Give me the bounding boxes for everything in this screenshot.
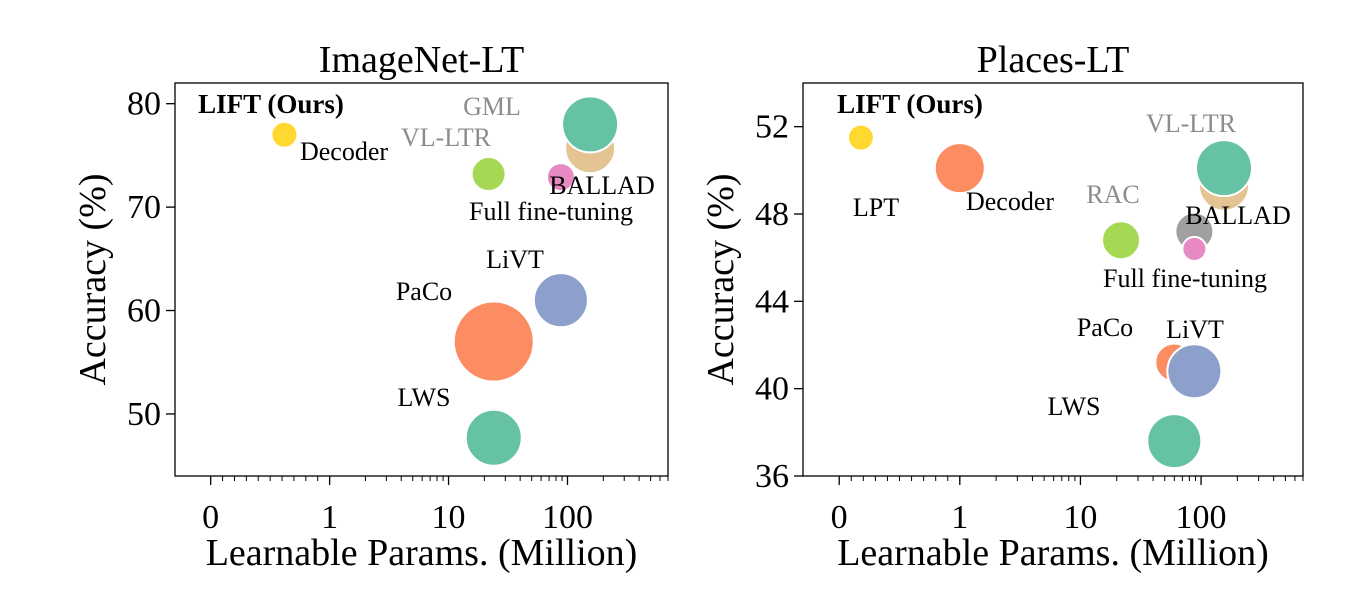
- data-point: [846, 123, 875, 152]
- data-label: Decoder: [300, 137, 388, 166]
- data-label: RAC: [1086, 180, 1139, 209]
- chart-title: ImageNet-LT: [319, 39, 524, 81]
- data-point: [1101, 220, 1142, 261]
- y-axis-label: Accuracy (%): [700, 173, 742, 385]
- y-tick-label: 50: [127, 396, 161, 433]
- data-point: [470, 156, 507, 193]
- y-tick-label: 48: [755, 196, 789, 233]
- chart-title: Places-LT: [977, 39, 1130, 81]
- data-label: LIFT (Ours): [198, 89, 344, 119]
- data-label: Full fine-tuning: [1103, 264, 1267, 293]
- y-tick-label: 80: [127, 86, 161, 123]
- x-tick-label: 1: [951, 499, 968, 536]
- x-axis-label: Learnable Params. (Million): [206, 532, 638, 574]
- x-tick-label: 0: [202, 499, 219, 536]
- data-label: GML: [463, 92, 521, 121]
- x-tick-label: 10: [1063, 499, 1097, 536]
- data-point: [1166, 343, 1223, 400]
- data-point: [1195, 139, 1254, 198]
- data-label: BALLAD: [1185, 201, 1290, 230]
- x-tick-label: 0: [831, 499, 848, 536]
- data-label: LiVT: [1166, 315, 1224, 344]
- x-axis-label: Learnable Params. (Million): [837, 532, 1269, 574]
- y-tick-label: 70: [127, 189, 161, 226]
- data-label: LiVT: [486, 245, 544, 274]
- data-label: LWS: [1048, 392, 1101, 421]
- data-label: PaCo: [1077, 313, 1133, 342]
- data-label: BALLAD: [549, 171, 654, 200]
- data-label: PaCo: [396, 277, 452, 306]
- data-label: VL-LTR: [1146, 109, 1237, 138]
- x-tick-label: 1: [321, 499, 338, 536]
- plot-frame: [174, 82, 669, 477]
- data-label: VL-LTR: [401, 123, 492, 152]
- y-tick-label: 52: [755, 109, 789, 146]
- data-point: [545, 162, 576, 193]
- data-label: Decoder: [966, 187, 1054, 216]
- places-lt-chart: Places-LT LIFT (Ours) LPT Decoder VL-LTR RAC B…: [700, 39, 1304, 574]
- y-tick-label: 40: [755, 371, 789, 408]
- plot-frame: [802, 82, 1304, 477]
- data-point: [270, 120, 299, 149]
- y-tick-label: 44: [755, 283, 789, 320]
- y-axis-label: Accuracy (%): [72, 173, 114, 385]
- x-tick-label: 100: [542, 499, 593, 536]
- data-label: Full fine-tuning: [469, 197, 633, 226]
- data-point: [561, 95, 620, 154]
- x-tick-label: 10: [432, 499, 466, 536]
- data-label: LPT: [853, 193, 899, 222]
- y-tick-label: 60: [127, 293, 161, 330]
- data-point: [933, 142, 986, 195]
- y-tick-label: 36: [755, 458, 789, 495]
- data-label: LWS: [398, 383, 451, 412]
- data-point: [1181, 235, 1208, 262]
- x-tick-label: 100: [1176, 499, 1227, 536]
- data-point: [464, 408, 523, 467]
- data-point: [532, 272, 589, 329]
- data-point: [1146, 413, 1203, 470]
- data-label: LIFT (Ours): [837, 89, 983, 119]
- data-point: [452, 300, 535, 383]
